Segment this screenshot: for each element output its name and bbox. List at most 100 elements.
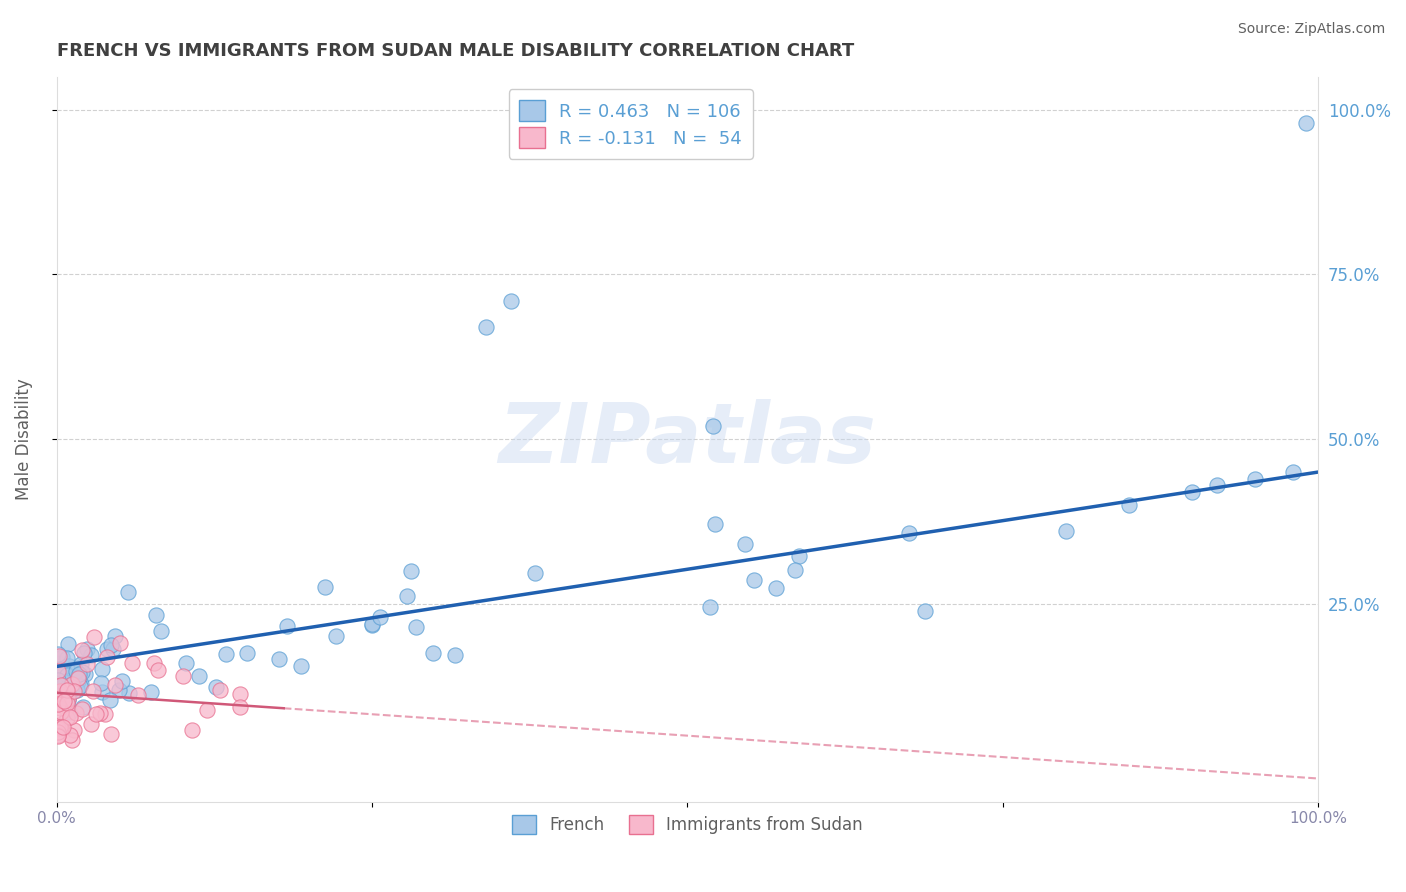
Point [499,293,522,308]
Point [59,710,82,724]
Point [1244,472,1267,486]
Point [59,705,82,719]
Point [56,676,79,690]
Point [59,678,82,692]
Point [70,676,93,690]
Point [58,637,80,651]
Point [142,656,165,670]
Point [70,643,93,657]
Point [80,648,103,663]
Point [734,536,756,550]
Point [58,728,80,742]
Point [524,566,547,580]
Point [65,665,87,679]
Point [188,668,211,682]
Point [56,693,79,707]
Point [361,617,384,632]
Point [52,694,75,708]
Point [195,703,218,717]
Point [48,648,70,663]
Point [914,604,936,618]
Point [46,728,69,742]
Point [765,581,787,595]
Point [46,664,69,678]
Point [127,688,149,702]
Point [56,683,79,698]
Point [86,707,108,722]
Point [53,679,76,693]
Point [60,665,83,679]
Point [63,723,86,737]
Point [89,706,111,720]
Point [58,689,80,703]
Point [787,549,810,564]
Point [59,675,82,690]
Point [49,705,72,719]
Point [51,650,73,665]
Point [94,707,117,722]
Point [56,698,79,712]
Point [1206,478,1229,492]
Point [314,580,336,594]
Point [60,732,83,747]
Point [702,418,724,433]
Point [46,721,69,735]
Point [55,650,77,665]
Point [236,646,259,660]
Point [66,683,89,698]
Point [325,629,347,643]
Point [121,656,143,670]
Point [55,677,77,691]
Point [49,690,72,704]
Point [56,711,79,725]
Point [91,685,114,699]
Point [56,667,79,681]
Point [76,642,98,657]
Y-axis label: Male Disability: Male Disability [15,378,32,500]
Point [699,600,721,615]
Point [52,694,75,708]
Point [90,675,112,690]
Point [399,564,422,578]
Point [69,657,91,672]
Point [104,678,127,692]
Point [474,320,496,334]
Point [66,671,89,685]
Point [422,646,444,660]
Point [96,649,118,664]
Point [72,700,94,714]
Point [58,659,80,673]
Point [46,724,69,739]
Point [49,668,72,682]
Text: Source: ZipAtlas.com: Source: ZipAtlas.com [1237,22,1385,37]
Point [96,642,118,657]
Point [46,673,69,688]
Point [55,696,77,710]
Point [53,675,76,690]
Point [66,661,89,675]
Point [70,665,93,679]
Point [176,656,198,670]
Point [290,658,312,673]
Point [75,666,97,681]
Point [63,671,86,685]
Point [396,590,419,604]
Point [783,563,806,577]
Point [444,648,467,663]
Point [48,701,70,715]
Point [49,680,72,694]
Point [898,525,921,540]
Point [55,680,77,694]
Point [69,679,91,693]
Point [59,676,82,690]
Point [55,681,77,695]
Point [51,681,73,695]
Point [229,687,252,701]
Point [108,636,131,650]
Point [55,702,77,716]
Point [83,630,105,644]
Point [49,721,72,735]
Point [62,683,84,698]
Point [46,729,69,743]
Point [150,624,173,638]
